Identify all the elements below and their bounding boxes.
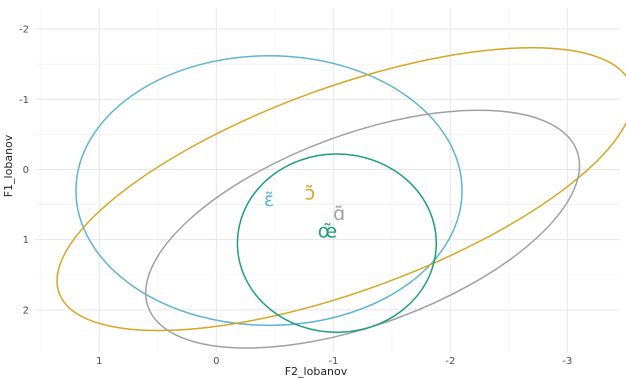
x-tick-label: -3 <box>562 356 572 367</box>
y-tick-label: 2 <box>23 305 29 316</box>
vowel-ellipse <box>236 153 438 334</box>
vowel-label: ɔ̃ <box>305 183 315 205</box>
vowel-label: œ̃ <box>318 221 337 243</box>
x-axis-title: F2_lobanov <box>285 365 348 378</box>
y-axis-title: F1_lobanov <box>2 134 15 197</box>
y-tick-label: -2 <box>19 25 29 36</box>
x-tick-label: -1 <box>328 356 338 367</box>
y-tick-label: -1 <box>19 95 29 106</box>
vowel-labels: ɛ̃ ɔ̃ ɑ̃œ̃ <box>264 183 345 243</box>
x-tick-label: 0 <box>213 356 219 367</box>
y-tick-label: 0 <box>23 165 29 176</box>
x-tick-label: -2 <box>445 356 455 367</box>
plot-grid <box>35 8 620 352</box>
vowel-ellipses <box>56 47 626 349</box>
vowel-ellipse <box>56 47 626 332</box>
vowel-label: ɑ̃ <box>333 203 345 225</box>
x-axis-ticks: 1 0 -1 -2 -3 <box>96 356 572 367</box>
y-tick-label: 1 <box>23 235 29 246</box>
vowel-label: ɛ̃ <box>264 189 274 211</box>
y-axis-ticks: -2 -1 0 1 2 <box>19 25 29 317</box>
vowel-ellipse <box>75 54 463 327</box>
x-tick-label: 1 <box>96 356 102 367</box>
vowel-ellipse <box>144 109 581 349</box>
